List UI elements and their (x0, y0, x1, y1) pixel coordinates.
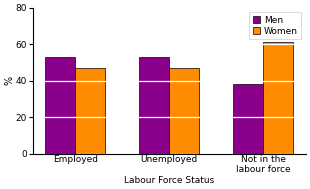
Bar (45, 57, 75, 154)
Bar (233, 84, 263, 154)
Legend: Men, Women: Men, Women (249, 12, 301, 39)
Y-axis label: %: % (4, 76, 14, 85)
Bar (75, 68, 105, 154)
X-axis label: Labour Force Status: Labour Force Status (124, 176, 214, 185)
Bar (169, 68, 199, 154)
Bar (263, 42, 293, 154)
Bar (139, 57, 169, 154)
